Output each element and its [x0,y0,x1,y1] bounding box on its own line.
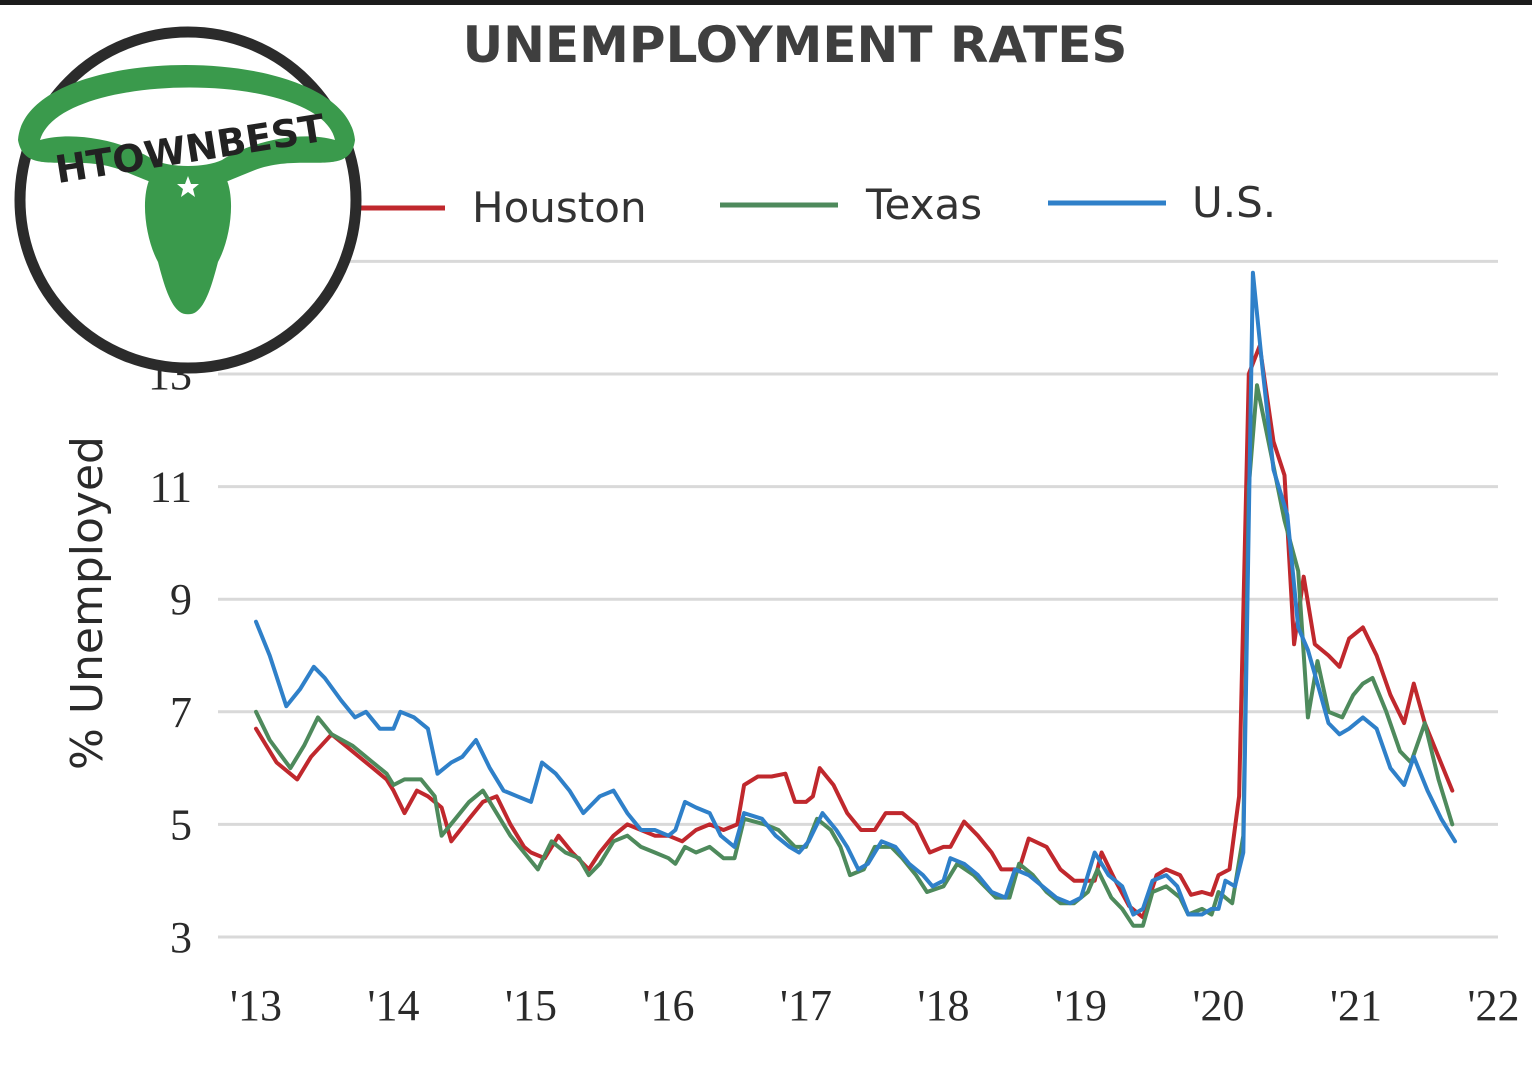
series-lines [254,270,1457,928]
legend: Houston Texas U.S. [330,178,1276,232]
series-line-houston [254,343,1455,920]
x-tick-label: '18 [918,981,970,1030]
y-tick-label: 3 [170,913,192,962]
legend-label: Houston [472,183,647,232]
x-tick-label: '13 [230,981,282,1030]
y-tick-label: 5 [170,800,192,849]
x-tick-label: '14 [368,981,420,1030]
x-tick-label: '15 [505,981,557,1030]
x-tick-label: '20 [1193,981,1245,1030]
y-axis-title: % Unemployed [62,436,113,770]
series-line-us [254,270,1457,917]
y-tick-label: 11 [150,463,192,512]
top-border-rule [0,0,1532,5]
longhorn-head-shape [144,177,232,315]
y-tick-label: 7 [170,688,192,737]
texas-star-icon [177,176,199,197]
x-axis-tick-labels: '13 '14 '15 '16 '17 '18 '19 '20 '21 '22 [230,981,1519,1030]
htownbest-logo: HTOWNBEST [14,26,362,374]
x-tick-label: '17 [780,981,832,1030]
legend-label: Texas [865,180,982,229]
chart-title: UNEMPLOYMENT RATES [463,16,1128,74]
x-tick-label: '19 [1055,981,1107,1030]
x-tick-label: '16 [643,981,695,1030]
y-tick-label: 9 [170,575,192,624]
x-tick-label: '21 [1330,981,1382,1030]
series-line-texas [254,383,1455,928]
x-tick-label: '22 [1468,981,1520,1030]
legend-label: U.S. [1192,178,1276,227]
longhorn-horns-inner [40,87,335,166]
